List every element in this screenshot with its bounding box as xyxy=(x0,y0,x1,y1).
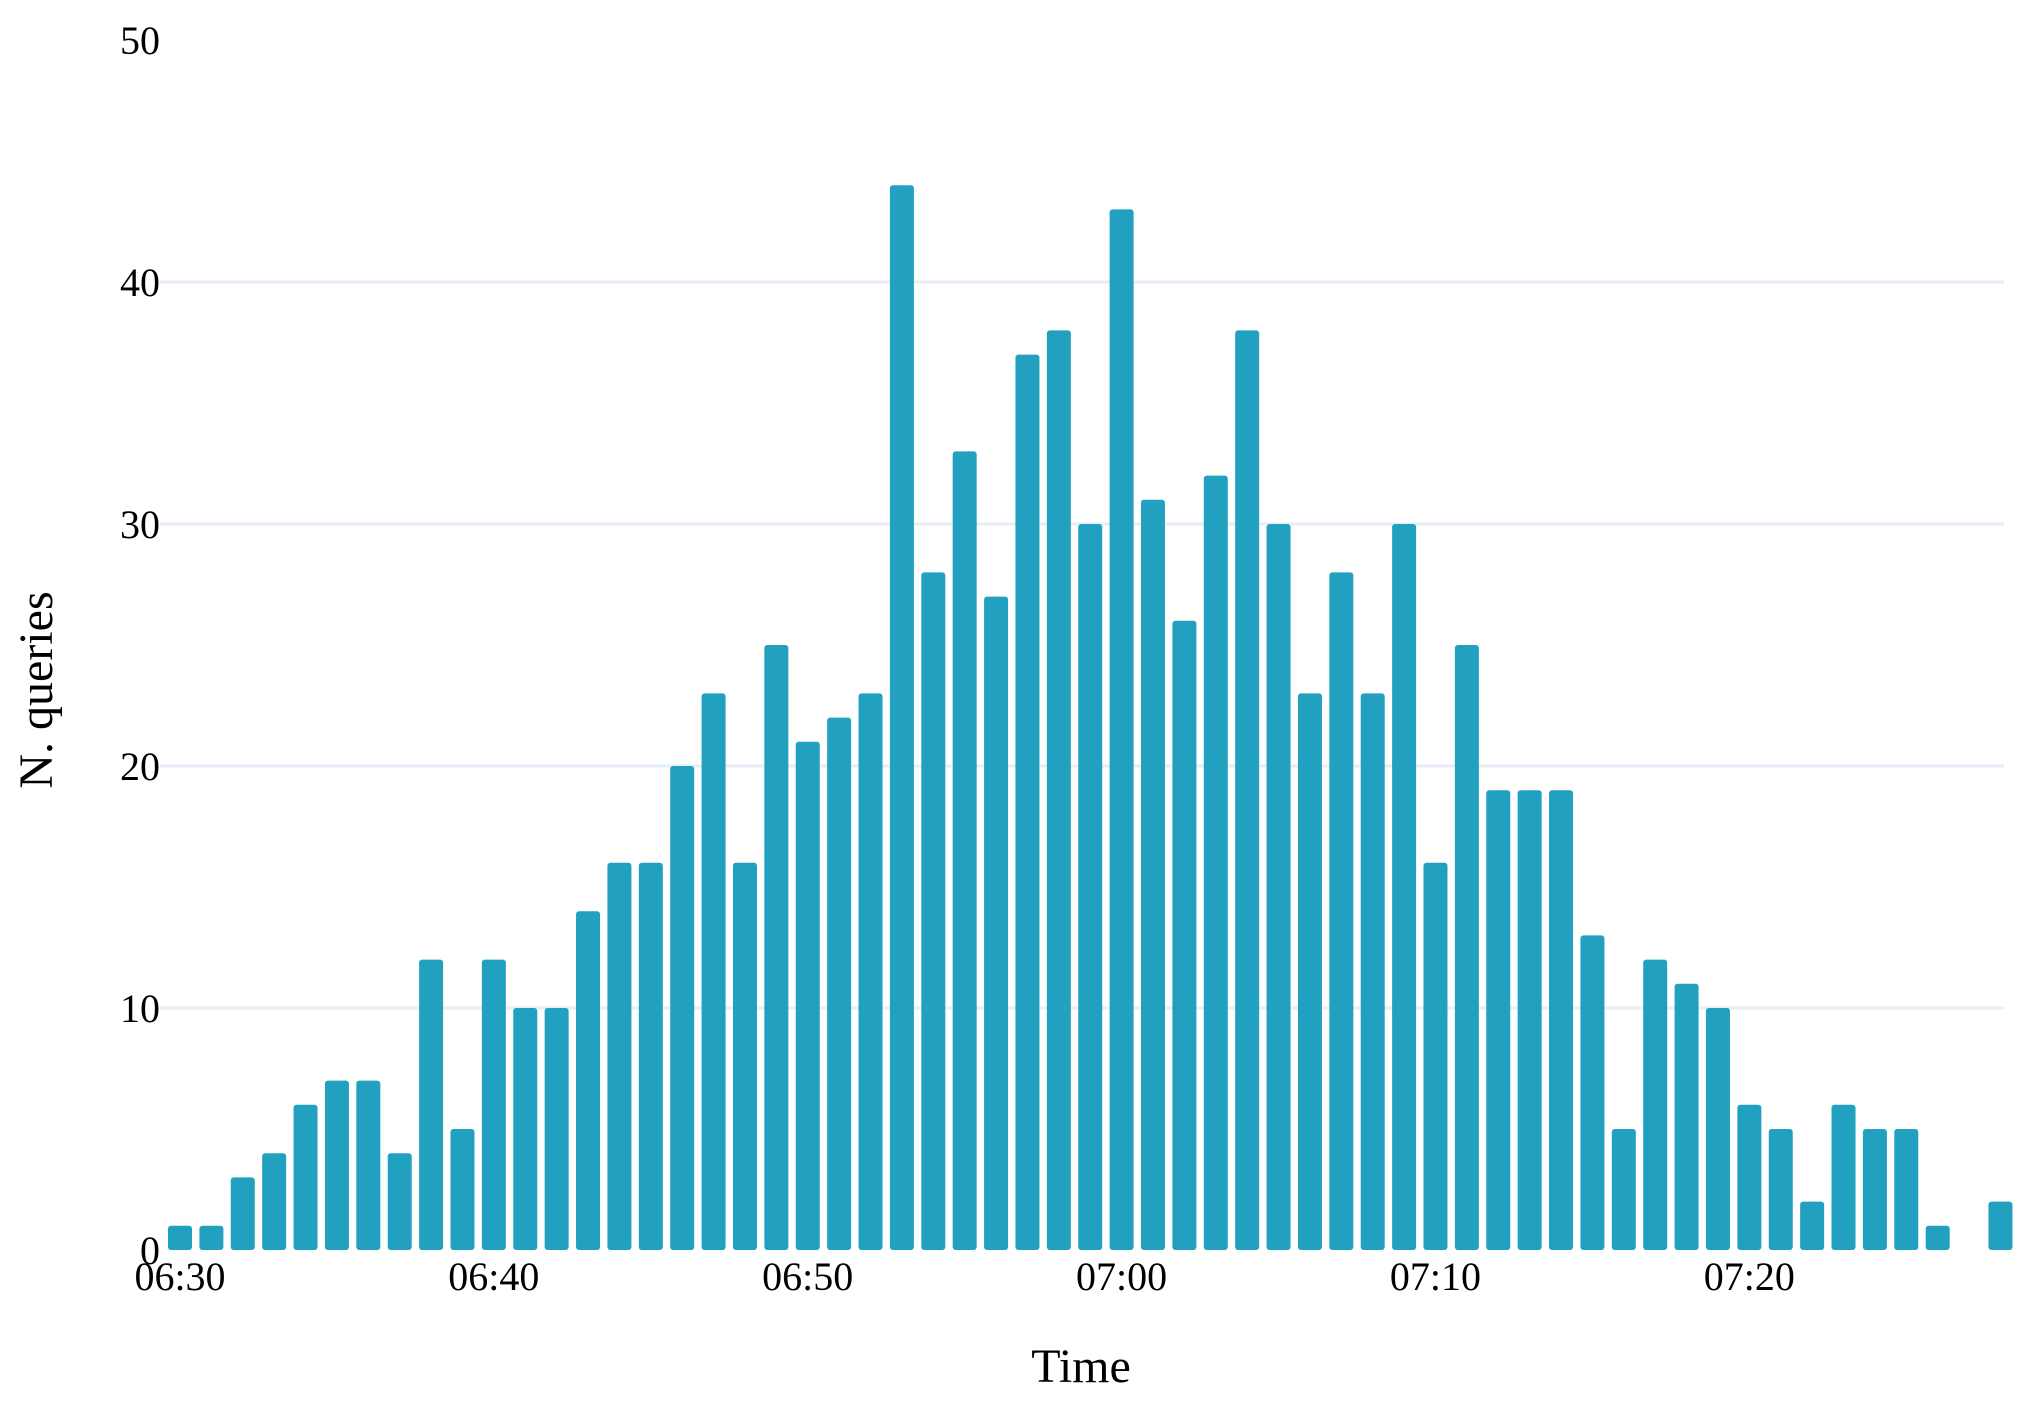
bar-06:40 xyxy=(481,959,506,1250)
bar-06:37 xyxy=(387,1153,412,1250)
x-tick-label-0640: 06:40 xyxy=(448,1254,539,1299)
bar-07:28 xyxy=(1988,1201,2013,1250)
bar-06:49 xyxy=(764,645,789,1250)
bar-06:59 xyxy=(1078,524,1103,1250)
bar-07:11 xyxy=(1454,645,1479,1250)
x-tick-label-0710: 07:10 xyxy=(1390,1254,1481,1299)
bar-06:54 xyxy=(921,572,946,1250)
bar-06:53 xyxy=(889,185,914,1251)
bar-07:16 xyxy=(1611,1129,1636,1250)
x-tick-label-0720: 07:20 xyxy=(1704,1254,1795,1299)
y-tick-label-10: 10 xyxy=(120,986,160,1031)
axes: 0 10 20 30 40 50 06:30 06:40 06:50 07:00 07:10 07:2… xyxy=(120,18,1795,1299)
bar-07:03 xyxy=(1203,475,1228,1251)
y-tick-label-0: 0 xyxy=(140,1228,160,1273)
bar-07:10 xyxy=(1423,862,1448,1250)
bar-07:20 xyxy=(1737,1104,1762,1250)
bar-06:56 xyxy=(984,596,1009,1250)
bar-07:06 xyxy=(1297,693,1322,1250)
bar-06:50 xyxy=(795,741,820,1250)
bar-07:09 xyxy=(1392,524,1417,1250)
bars xyxy=(168,185,2013,1251)
bar-07:08 xyxy=(1360,693,1385,1250)
bar-07:14 xyxy=(1549,790,1574,1250)
bar-06:30 xyxy=(168,1225,192,1250)
bar-07:02 xyxy=(1172,620,1197,1250)
y-tick-label-50: 50 xyxy=(120,18,160,63)
bar-06:45 xyxy=(638,862,663,1250)
bar-06:44 xyxy=(607,862,632,1250)
bar-06:33 xyxy=(262,1153,287,1250)
bar-07:05 xyxy=(1266,524,1291,1250)
bar-07:26 xyxy=(1925,1225,1950,1250)
y-tick-label-20: 20 xyxy=(120,744,160,789)
bar-06:57 xyxy=(1015,354,1040,1251)
x-tick-label-0630: 06:30 xyxy=(134,1254,225,1299)
y-tick-label-30: 30 xyxy=(120,502,160,547)
bar-06:47 xyxy=(701,693,726,1250)
bar-06:46 xyxy=(670,766,695,1250)
bar-06:42 xyxy=(544,1008,569,1250)
bar-06:32 xyxy=(230,1177,255,1250)
bar-06:55 xyxy=(952,451,977,1250)
bar-06:31 xyxy=(199,1225,224,1250)
bar-07:25 xyxy=(1894,1129,1919,1250)
bar-07:17 xyxy=(1643,959,1668,1250)
bar-07:22 xyxy=(1800,1201,1825,1250)
bar-07:19 xyxy=(1705,1008,1730,1250)
x-tick-label-0650: 06:50 xyxy=(762,1254,853,1299)
bar-06:36 xyxy=(356,1080,381,1250)
bar-06:38 xyxy=(419,959,444,1250)
x-tick-label-0700: 07:00 xyxy=(1076,1254,1167,1299)
bar-06:48 xyxy=(732,862,757,1250)
y-axis-title: N. queries xyxy=(10,591,63,788)
bar-07:12 xyxy=(1486,790,1511,1250)
bar-06:35 xyxy=(324,1080,349,1250)
bar-06:39 xyxy=(450,1129,475,1250)
bar-07:24 xyxy=(1862,1129,1887,1250)
bar-06:41 xyxy=(513,1008,538,1250)
bar-07:15 xyxy=(1580,935,1605,1250)
bar-06:51 xyxy=(827,717,852,1250)
bar-07:04 xyxy=(1235,330,1260,1250)
bar-07:13 xyxy=(1517,790,1542,1250)
y-tick-label-40: 40 xyxy=(120,260,160,305)
bar-07:07 xyxy=(1329,572,1354,1250)
bar-06:43 xyxy=(576,911,601,1250)
x-axis-title: Time xyxy=(1031,1340,1131,1393)
bar-07:01 xyxy=(1141,499,1165,1250)
bar-06:52 xyxy=(858,693,883,1250)
bar-06:58 xyxy=(1046,330,1071,1250)
bar-06:34 xyxy=(293,1104,318,1250)
bar-07:00 xyxy=(1109,209,1134,1250)
bar-07:23 xyxy=(1831,1104,1856,1250)
bar-07:21 xyxy=(1768,1129,1793,1250)
bar-07:18 xyxy=(1674,983,1699,1250)
